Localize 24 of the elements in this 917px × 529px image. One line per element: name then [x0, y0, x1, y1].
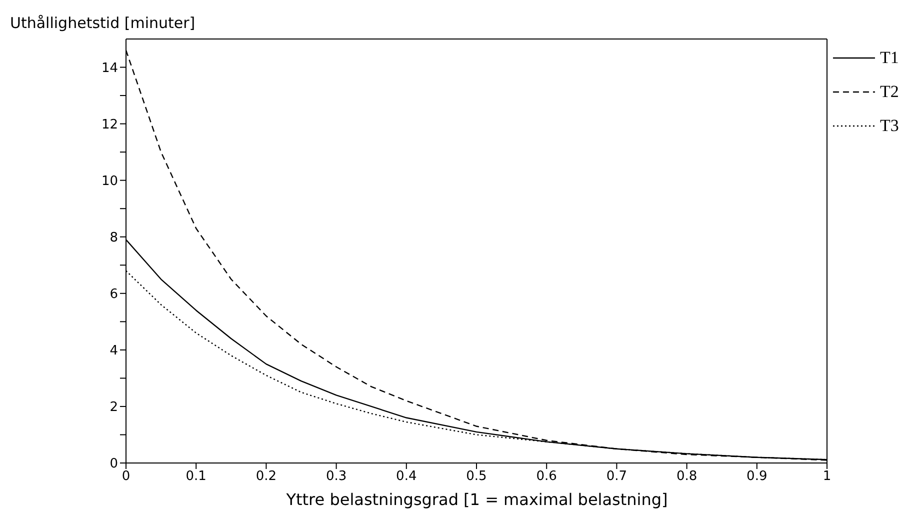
y-tick-label: 4	[110, 344, 118, 359]
x-tick-label: 0.3	[326, 469, 347, 484]
x-tick-label: 0.8	[676, 469, 698, 484]
x-tick-label: 0.2	[256, 469, 277, 484]
legend-label: T2	[880, 82, 899, 102]
legend-label: T3	[880, 116, 899, 136]
y-tick-label: 12	[101, 117, 118, 132]
x-tick-label: 0.7	[606, 469, 628, 484]
y-tick-label: 10	[101, 174, 118, 189]
y-tick-label: 14	[101, 60, 118, 76]
x-axis-title: Yttre belastningsgrad [1 = maximal belastning]	[285, 490, 669, 509]
y-tick-label: 6	[110, 287, 118, 302]
x-tick-label: 1	[822, 469, 832, 484]
y-axis-title: Uthållighetstid [minuter]	[10, 14, 196, 32]
x-tick-label: 0.6	[536, 469, 557, 484]
y-tick-label: 2	[110, 400, 118, 416]
x-tick-label: 0.4	[396, 469, 417, 484]
x-tick-label: 0.9	[746, 469, 768, 484]
x-tick-label: 0	[122, 469, 130, 484]
x-tick-label: 0.5	[466, 469, 487, 484]
legend-label: T1	[880, 48, 899, 68]
x-tick-label: 0.1	[186, 469, 206, 484]
y-tick-label: 8	[110, 230, 118, 246]
y-tick-label: 0	[110, 456, 118, 472]
